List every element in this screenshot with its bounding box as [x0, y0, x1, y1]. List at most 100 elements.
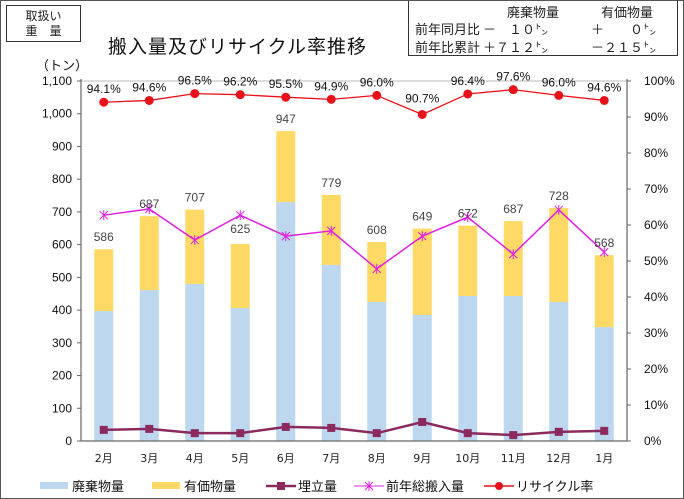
bar-total-label: 586 — [94, 230, 114, 244]
legend-marker-landfill — [266, 481, 296, 490]
x-tick-label: 11月 — [501, 452, 526, 465]
marker-recycle-rate — [144, 95, 154, 105]
legend-marker-recycle-rate — [484, 481, 514, 490]
y2-tick-label: 0% — [644, 434, 662, 448]
bar-total-label: 779 — [321, 176, 341, 190]
bar-valuable — [458, 225, 478, 297]
marker-recycle-rate — [99, 97, 109, 107]
weight-box-line2: 重 量 — [25, 24, 62, 38]
y2-tick-label: 30% — [644, 326, 668, 340]
y2-tick-label: 40% — [644, 290, 668, 304]
marker-landfill — [190, 429, 199, 438]
bar-waste — [230, 308, 250, 441]
recycle-rate-label: 96.0% — [360, 75, 394, 89]
legend-label-recycle-rate: リサイクル率 — [516, 480, 594, 495]
bar-total-label: 947 — [276, 112, 296, 126]
bar-valuable — [94, 249, 114, 312]
y2-tick-label: 80% — [644, 146, 668, 160]
marker-prev-year — [99, 210, 109, 221]
chart-title: 搬入量及びリサイクル率推移 — [108, 36, 368, 58]
y2-tick-label: 60% — [644, 218, 668, 232]
weight-box: 取扱い 重 量 — [6, 5, 81, 42]
y2-tick-label: 50% — [644, 254, 668, 268]
legend-item-valuable: 有価物量 — [152, 476, 236, 495]
marker-landfill — [99, 425, 108, 434]
y-tick-label: 300 — [52, 336, 72, 350]
y-tick-label: 200 — [52, 369, 72, 383]
legend-item-landfill: 埋立量 — [266, 476, 337, 495]
bar-total-label: 625 — [230, 222, 250, 236]
marker-recycle-rate — [190, 89, 200, 99]
x-tick-label: 7月 — [322, 452, 340, 465]
summary-row1-waste: － １０㌧ — [483, 23, 549, 38]
bar-valuable — [276, 131, 296, 203]
legend-label-valuable: 有価物量 — [184, 480, 237, 495]
marker-prev-year — [326, 225, 336, 236]
bar-waste — [321, 264, 341, 441]
bar-waste — [367, 301, 387, 441]
line-landfill — [103, 420, 605, 437]
marker-recycle-rate — [599, 95, 609, 105]
legend-label-prev-year: 前年総搬入量 — [386, 480, 465, 495]
marker-landfill — [509, 431, 518, 440]
summary-row2-label: 前年比累計 — [415, 41, 481, 56]
legend-item-prev-year: 前年総搬入量 — [354, 476, 464, 495]
bar-valuable — [230, 243, 250, 309]
marker-prev-year — [372, 263, 382, 274]
y-tick-label: 900 — [52, 139, 72, 153]
y-axis-unit-label: （トン） — [36, 58, 88, 73]
recycle-rate-label: 90.7% — [405, 91, 439, 105]
marker-recycle-rate — [554, 90, 564, 100]
legend-swatch-valuable — [152, 482, 180, 489]
bar-waste — [503, 296, 523, 441]
marker-recycle-rate — [326, 94, 336, 104]
recycle-rate-label: 96.0% — [542, 75, 576, 89]
bar-waste — [94, 311, 114, 441]
summary-header-valuable: 有価物量 — [601, 6, 654, 21]
bar-waste — [276, 202, 296, 441]
recycle-rate-label: 96.4% — [451, 74, 485, 88]
x-tick-label: 6月 — [277, 452, 295, 465]
bar-total-label: 608 — [367, 223, 387, 237]
x-tick-label: 5月 — [231, 452, 249, 465]
marker-prev-year — [144, 203, 154, 214]
bar-valuable — [594, 255, 614, 328]
bar-total-label: 687 — [139, 197, 159, 211]
y-tick-label: 1,000 — [42, 107, 72, 121]
marker-prev-year — [235, 210, 245, 221]
marker-landfill — [463, 429, 472, 438]
bar-waste — [412, 315, 432, 441]
line-prev-year — [103, 208, 605, 270]
marker-recycle-rate — [508, 85, 518, 95]
y-tick-label: 100 — [52, 401, 72, 415]
bar-waste — [139, 290, 159, 441]
y2-tick-label: 10% — [644, 398, 668, 412]
marker-recycle-rate — [417, 109, 427, 119]
legend-label-waste: 廃棄物量 — [72, 480, 125, 495]
legend-item-waste: 廃棄物量 — [40, 476, 124, 495]
marker-prev-year — [281, 231, 291, 242]
bar-total-label: 707 — [185, 191, 205, 205]
y-tick-label: 600 — [52, 238, 72, 252]
summary-row2-valuable: －２１５㌧ — [591, 41, 657, 56]
marker-landfill — [600, 426, 609, 435]
bar-waste — [549, 301, 569, 441]
marker-recycle-rate — [281, 92, 291, 102]
bar-total-label: 649 — [412, 210, 432, 224]
legend-item-recycle-rate: リサイクル率 — [484, 476, 593, 495]
bar-total-label: 728 — [549, 189, 569, 203]
marker-prev-year — [508, 249, 518, 260]
y2-tick-label: 20% — [644, 362, 668, 376]
marker-prev-year — [417, 231, 427, 242]
legend-marker-prev-year — [354, 480, 384, 491]
recycle-rate-label: 94.6% — [132, 80, 166, 94]
summary-table: 廃棄物量 有価物量 前年同月比 － １０㌧ ＋ ０㌧ 前年比累計 ＋７１２㌧ －… — [408, 1, 678, 56]
marker-landfill — [418, 418, 427, 427]
y-tick-label: 1,100 — [42, 74, 72, 88]
recycle-rate-label: 94.9% — [314, 79, 348, 93]
recycle-rate-label: 94.6% — [587, 80, 621, 94]
marker-landfill — [236, 429, 245, 438]
x-tick-label: 1月 — [595, 452, 613, 465]
x-tick-label: 9月 — [413, 452, 431, 465]
